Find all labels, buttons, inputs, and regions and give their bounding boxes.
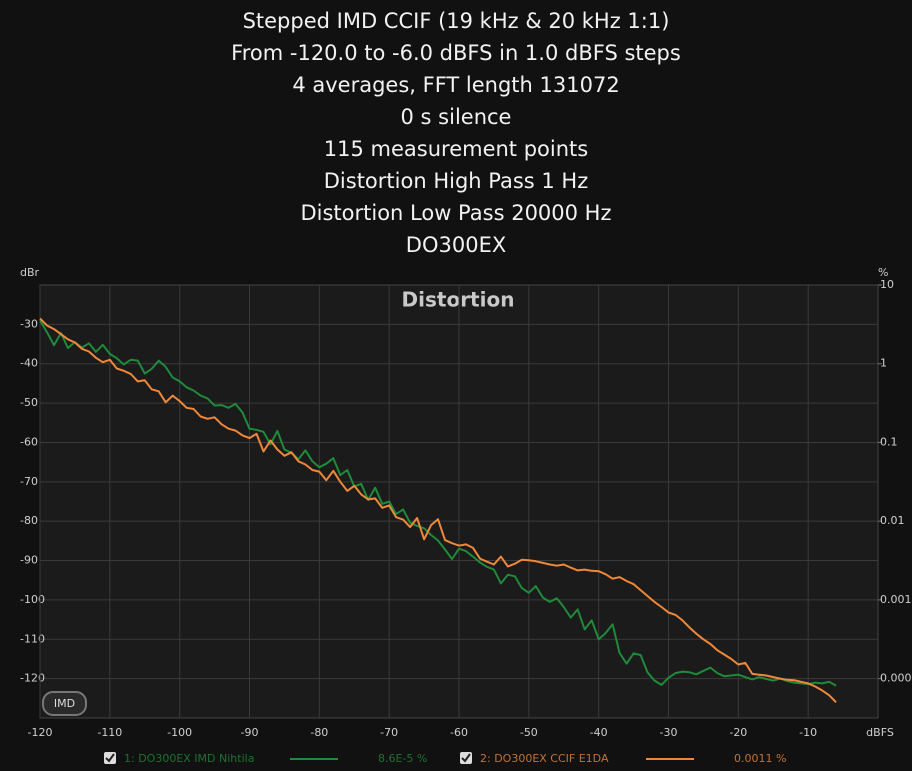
legend-check [461,753,471,763]
y2-tick-label: 0.001 [880,593,912,606]
title-line: Distortion Low Pass 20000 Hz [300,201,611,225]
legend-label: 1: DO300EX IMD Nihtila [124,752,254,765]
x-tick-label: -110 [97,726,122,739]
title-line: DO300EX [406,233,506,257]
y2-tick-label: 0.01 [880,514,905,527]
title-line: 4 averages, FFT length 131072 [292,73,619,97]
legend-readout: 0.0011 % [734,752,786,765]
y2-tick-label: 10 [880,278,894,291]
title-line: Stepped IMD CCIF (19 kHz & 20 kHz 1:1) [243,9,670,33]
y-tick-label: -50 [20,396,38,409]
x-tick-label: -50 [520,726,538,739]
imd-button-label[interactable]: IMD [54,697,75,710]
x-tick-label: -40 [590,726,608,739]
title-line: Distortion High Pass 1 Hz [324,169,589,193]
legend-readout: 8.6E-5 % [378,752,427,765]
y-tick-label: -40 [20,357,38,370]
x-tick-label: -80 [310,726,328,739]
legend: 1: DO300EX IMD Nihtila 8.6E-5 % 2: DO300EX… [104,752,786,765]
y-tick-label: -120 [20,672,45,685]
series-line [39,319,837,687]
y-tick-label: -80 [20,514,38,527]
y-tick-label: -30 [20,317,38,330]
x-tick-label: -70 [380,726,398,739]
y2-tick-label: 0.0001 [880,672,912,685]
x-tick-label: -60 [450,726,468,739]
x-tick-label: -100 [167,726,192,739]
y2-axis-label: % [878,266,888,279]
y-tick-label: -110 [20,632,45,645]
x-axis-label: dBFS [866,726,894,739]
imd-button[interactable] [42,691,87,716]
series-line [39,317,837,704]
y-tick-label: -70 [20,475,38,488]
legend-label: 2: DO300EX CCIF E1DA [480,752,609,765]
y-tick-label: -100 [20,593,45,606]
x-tick-label: -20 [729,726,747,739]
x-tick-label: -10 [799,726,817,739]
title-line: 0 s silence [401,105,512,129]
title-line: From -120.0 to -6.0 dBFS in 1.0 dBFS ste… [231,41,681,65]
y-axis-label: dBr [20,266,40,279]
y2-tick-label: 1 [880,357,887,370]
y2-tick-label: 0.1 [880,435,898,448]
legend-check [105,753,115,763]
plot-title: Distortion [402,288,515,312]
title-line: 115 measurement points [324,137,588,161]
x-tick-label: -120 [28,726,53,739]
y-tick-label: -90 [20,554,38,567]
y-tick-label: -60 [20,435,38,448]
x-tick-label: -30 [660,726,678,739]
x-tick-label: -90 [241,726,259,739]
